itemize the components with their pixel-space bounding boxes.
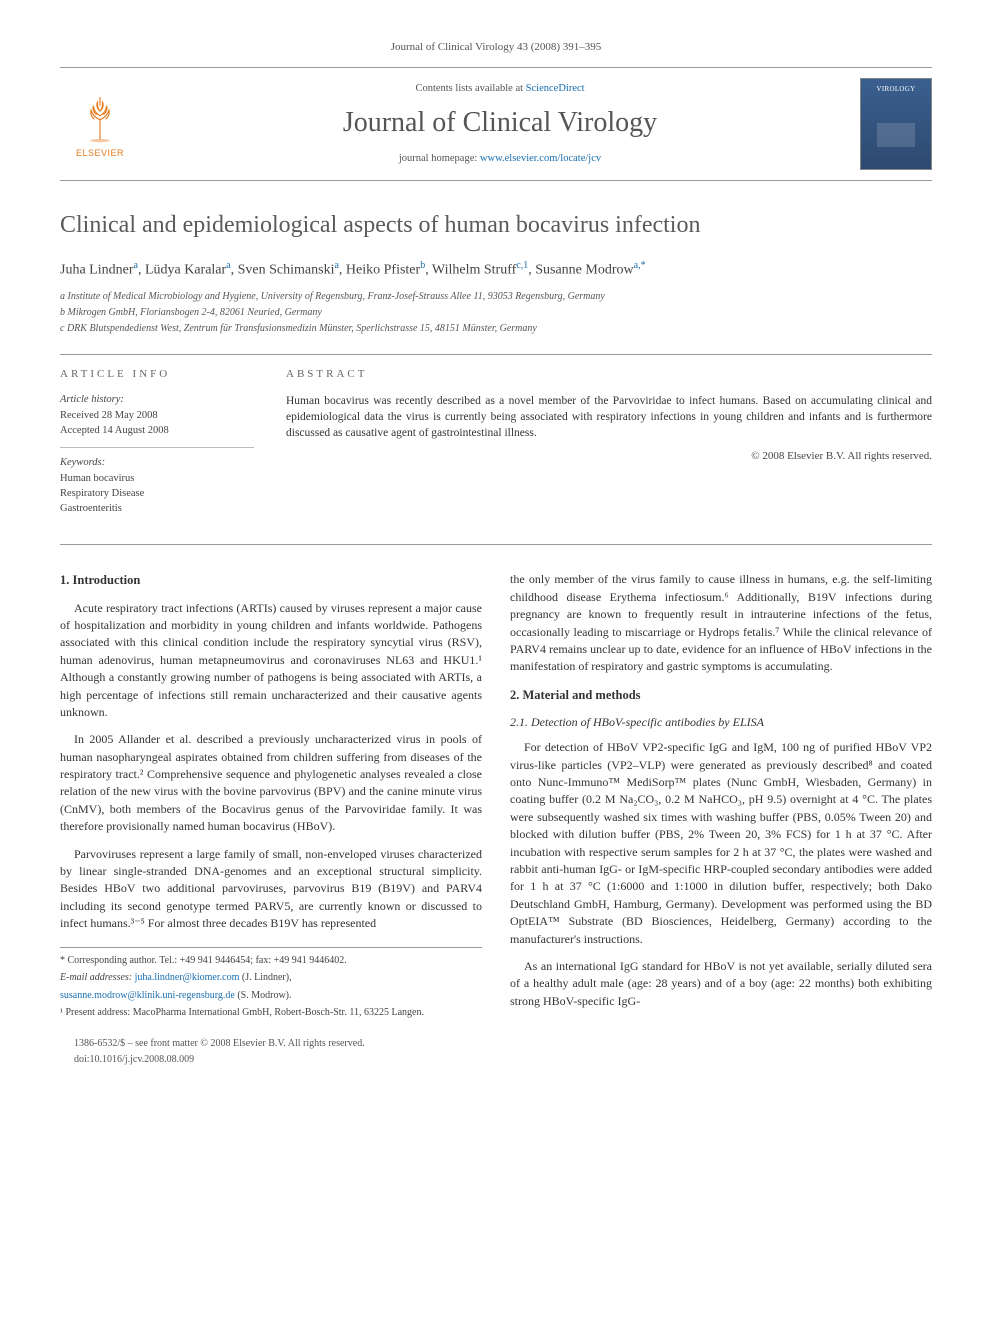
footer-doi-line: doi:10.1016/j.jcv.2008.08.009 — [60, 1053, 482, 1068]
email-link-2[interactable]: susanne.modrow@klinik.uni-regensburg.de — [60, 990, 235, 1001]
article-info-heading: ARTICLE INFO — [60, 367, 254, 382]
publisher-name: ELSEVIER — [76, 147, 124, 160]
email-who-2: (S. Modrow). — [235, 990, 292, 1001]
homepage-prefix: journal homepage: — [399, 153, 480, 164]
running-head: Journal of Clinical Virology 43 (2008) 3… — [60, 40, 932, 55]
email-link-1[interactable]: juha.lindner@kiomer.com — [135, 972, 240, 983]
affiliation-a: a Institute of Medical Microbiology and … — [60, 290, 932, 304]
abstract-copyright: © 2008 Elsevier B.V. All rights reserved… — [286, 449, 932, 464]
publisher-logo: ELSEVIER — [60, 84, 140, 164]
contents-prefix: Contents lists available at — [415, 83, 525, 94]
email-label: E-mail addresses: — [60, 972, 132, 983]
body-left-column: 1. Introduction Acute respiratory tract … — [60, 571, 482, 1069]
intro-p3: Parvoviruses represent a large family of… — [60, 846, 482, 933]
sciencedirect-link[interactable]: ScienceDirect — [526, 83, 585, 94]
affiliations: a Institute of Medical Microbiology and … — [60, 290, 932, 336]
keyword-2: Respiratory Disease — [60, 487, 254, 502]
keywords-label: Keywords: — [60, 456, 254, 471]
page-root: Journal of Clinical Virology 43 (2008) 3… — [0, 0, 992, 1110]
homepage-link[interactable]: www.elsevier.com/locate/jcv — [480, 153, 601, 164]
history-label: Article history: — [60, 393, 254, 408]
article-title: Clinical and epidemiological aspects of … — [60, 209, 932, 243]
body-columns: 1. Introduction Acute respiratory tract … — [60, 571, 932, 1069]
contents-line: Contents lists available at ScienceDirec… — [156, 82, 844, 97]
body-right-column: the only member of the virus family to c… — [510, 571, 932, 1069]
article-info-column: ARTICLE INFO Article history: Received 2… — [60, 355, 270, 544]
section-2-1-heading: 2.1. Detection of HBoV-specific antibodi… — [510, 714, 932, 731]
section-1-heading: 1. Introduction — [60, 571, 482, 589]
abstract-text: Human bocavirus was recently described a… — [286, 393, 932, 441]
cover-thumb-graphic — [877, 123, 915, 147]
journal-cover-thumbnail: VIROLOGY — [860, 78, 932, 170]
keywords-block: Keywords: Human bocavirus Respiratory Di… — [60, 456, 254, 525]
cover-thumb-title: VIROLOGY — [877, 85, 916, 95]
methods-p2: As an international IgG standard for HBo… — [510, 958, 932, 1010]
keyword-3: Gastroenteritis — [60, 502, 254, 517]
methods-p1: For detection of HBoV VP2-specific IgG a… — [510, 739, 932, 948]
intro-p2: In 2005 Allander et al. described a prev… — [60, 731, 482, 835]
article-history-block: Article history: Received 28 May 2008 Ac… — [60, 393, 254, 448]
footnotes: * Corresponding author. Tel.: +49 941 94… — [60, 947, 482, 1021]
homepage-line: journal homepage: www.elsevier.com/locat… — [156, 152, 844, 167]
corresponding-author-note: * Corresponding author. Tel.: +49 941 94… — [60, 954, 482, 969]
elsevier-tree-icon — [72, 89, 128, 145]
journal-name: Journal of Clinical Virology — [156, 103, 844, 142]
intro-p1: Acute respiratory tract infections (ARTI… — [60, 600, 482, 722]
present-address-note: ¹ Present address: MacoPharma Internatio… — [60, 1006, 482, 1021]
masthead: ELSEVIER Contents lists available at Sci… — [60, 67, 932, 181]
email-addresses-line-2: susanne.modrow@klinik.uni-regensburg.de … — [60, 989, 482, 1004]
keyword-1: Human bocavirus — [60, 472, 254, 487]
received-date: Received 28 May 2008 — [60, 409, 254, 424]
masthead-center: Contents lists available at ScienceDirec… — [156, 82, 844, 167]
info-abstract-row: ARTICLE INFO Article history: Received 2… — [60, 354, 932, 545]
affiliation-c: c DRK Blutspendedienst West, Zentrum für… — [60, 322, 932, 336]
accepted-date: Accepted 14 August 2008 — [60, 424, 254, 439]
author-list: Juha Lindnera, Lüdya Karalara, Sven Schi… — [60, 259, 932, 280]
footer-lines: 1386-6532/$ – see front matter © 2008 El… — [60, 1037, 482, 1068]
email-who-1: (J. Lindner), — [239, 972, 291, 983]
affiliation-b: b Mikrogen GmbH, Floriansbogen 2-4, 8206… — [60, 306, 932, 320]
intro-p4-continuation: the only member of the virus family to c… — [510, 571, 932, 675]
abstract-column: ABSTRACT Human bocavirus was recently de… — [270, 355, 932, 544]
section-2-heading: 2. Material and methods — [510, 686, 932, 704]
email-addresses-line: E-mail addresses: juha.lindner@kiomer.co… — [60, 971, 482, 986]
abstract-heading: ABSTRACT — [286, 367, 932, 382]
footer-issn-line: 1386-6532/$ – see front matter © 2008 El… — [60, 1037, 482, 1052]
